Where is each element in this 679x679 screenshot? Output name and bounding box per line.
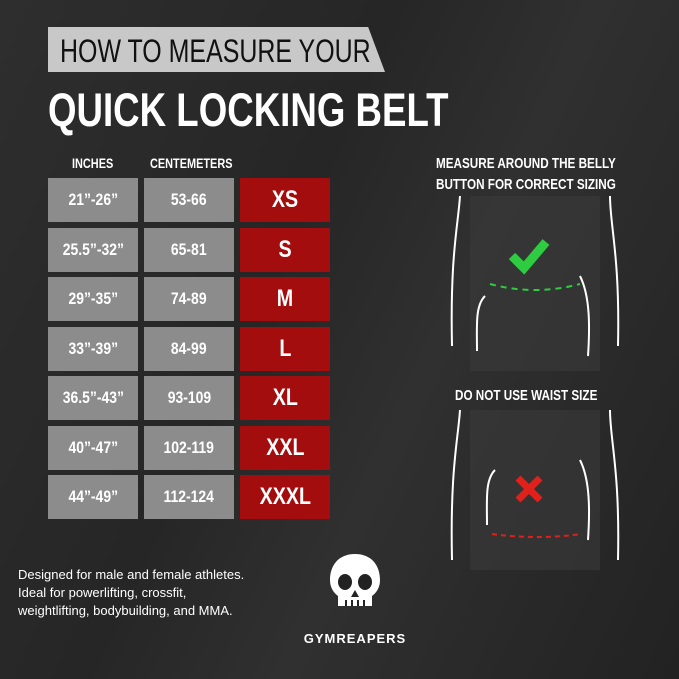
size-table-cm-cell: 93-109 [144, 376, 234, 420]
size-table-size-cell: XXXL [240, 475, 330, 519]
size-table-cm-cell: 102-119 [144, 425, 234, 470]
header-inches: INCHES [72, 155, 114, 171]
title-band: HOW TO MEASURE YOUR [48, 27, 385, 72]
size-table-inches-cell: 21”-26” [48, 178, 138, 222]
size-table-size-cell: XL [240, 376, 330, 420]
size-table-cm-cell: 53-66 [144, 178, 234, 222]
size-table-cm-cell: 84-99 [144, 326, 234, 371]
figure-incorrect [450, 410, 620, 570]
figure-correct [450, 196, 620, 371]
size-table-cm-cell: 112-124 [144, 475, 234, 519]
size-table-inches-cell: 25.5”-32” [48, 227, 138, 272]
skull-icon [330, 554, 380, 606]
size-table-inches-cell: 40”-47” [48, 425, 138, 470]
size-table-size-cell: L [240, 326, 330, 371]
title-line1: HOW TO MEASURE YOUR [60, 33, 371, 69]
correct-caption: MEASURE AROUND THE BELLY BUTTON FOR CORRE… [436, 155, 616, 193]
brand-logo: GYMREAPERS [300, 550, 410, 646]
size-table-inches-cell: 44”-49” [48, 475, 138, 519]
header-cm: CENTEMETERS [150, 155, 233, 171]
size-table-inches-cell: 29”-35” [48, 277, 138, 321]
check-icon [508, 239, 550, 275]
size-table-size-cell: S [240, 227, 330, 272]
size-table-size-cell: XXL [240, 425, 330, 470]
size-table-cm-cell: 65-81 [144, 227, 234, 272]
x-icon [515, 475, 543, 503]
brand-name: GYMREAPERS [303, 631, 407, 646]
size-table-inches-cell: 33”-39” [48, 326, 138, 371]
title-line2: QUICK LOCKING BELT [48, 83, 449, 136]
description: Designed for male and female athletes. I… [18, 567, 245, 618]
size-table-size-cell: XS [240, 178, 330, 222]
size-table-inches-cell: 36.5”-43” [48, 376, 138, 420]
size-table-size-cell: M [240, 277, 330, 321]
size-table-cm-cell: 74-89 [144, 277, 234, 321]
incorrect-caption: DO NOT USE WAIST SIZE [455, 387, 598, 404]
